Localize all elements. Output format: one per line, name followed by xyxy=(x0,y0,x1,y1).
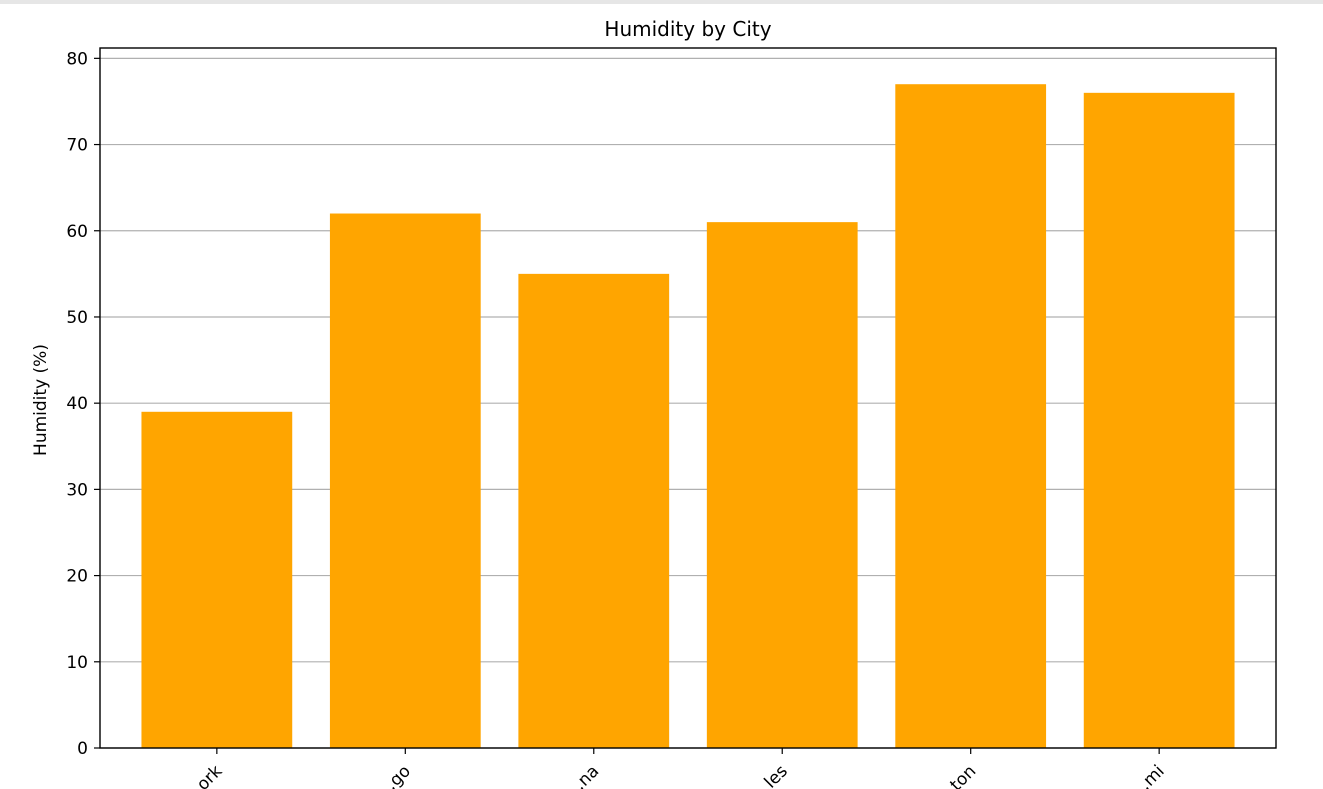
bar-2 xyxy=(329,213,481,749)
y-tick-label: 70 xyxy=(66,136,88,156)
bar-6 xyxy=(1083,92,1235,749)
x-tick-label: …mi xyxy=(1127,761,1168,789)
y-tick-label: 0 xyxy=(77,739,88,759)
y-axis-label: Humidity (%) xyxy=(31,344,51,456)
x-tick-label: …na xyxy=(562,761,603,789)
y-tick-label: 80 xyxy=(66,49,88,69)
gridlines xyxy=(100,57,1276,749)
top-divider xyxy=(0,0,1323,4)
chart-title: Humidity by City xyxy=(604,17,771,41)
bar-4 xyxy=(706,222,858,748)
x-ticks: …ork …go …na …les …ton …mi xyxy=(181,748,1169,789)
x-tick-label: …les xyxy=(749,761,792,789)
x-tick-label: …ton xyxy=(934,761,980,789)
y-tick-label: 10 xyxy=(66,653,88,673)
y-tick-label: 50 xyxy=(66,308,88,328)
y-ticks: 0 10 20 30 40 50 60 70 80 xyxy=(66,49,100,759)
y-tick-label: 30 xyxy=(66,480,88,500)
bar-5 xyxy=(895,84,1047,748)
y-tick-label: 60 xyxy=(66,222,88,242)
plot-frame xyxy=(99,47,1277,749)
y-tick-label: 20 xyxy=(66,567,88,587)
axes xyxy=(99,47,1277,749)
x-tick-label: …go xyxy=(374,761,415,789)
bar-3 xyxy=(518,273,670,748)
x-tick-label: …ork xyxy=(181,761,227,789)
bars xyxy=(141,84,1235,749)
y-tick-label: 40 xyxy=(66,394,88,414)
bar-1 xyxy=(141,411,293,748)
